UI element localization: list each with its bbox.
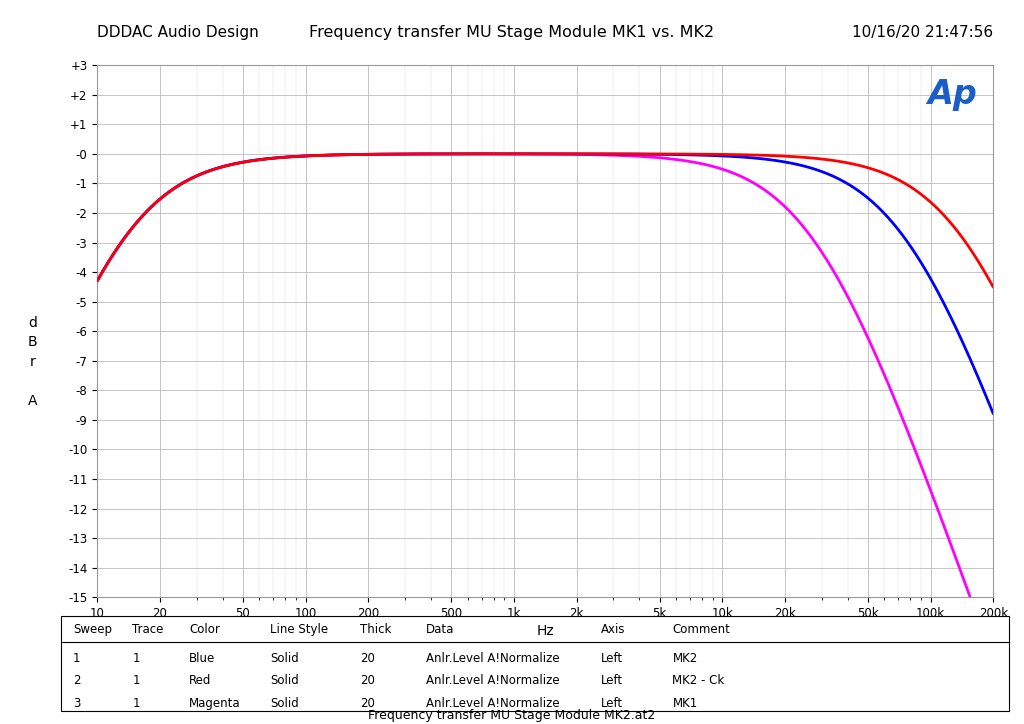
Text: MK2 - Ck: MK2 - Ck — [673, 674, 725, 687]
Text: 1: 1 — [132, 696, 140, 710]
Text: 3: 3 — [73, 696, 80, 710]
Text: Ap: Ap — [928, 78, 977, 111]
Text: Comment: Comment — [673, 623, 730, 636]
X-axis label: Hz: Hz — [537, 624, 554, 638]
Text: Axis: Axis — [601, 623, 626, 636]
Text: d
B
r

A: d B r A — [28, 316, 38, 408]
Text: Anlr.Level A!Normalize: Anlr.Level A!Normalize — [426, 696, 560, 710]
Text: Blue: Blue — [189, 652, 216, 665]
Text: Trace: Trace — [132, 623, 164, 636]
Text: MK1: MK1 — [673, 696, 697, 710]
Text: Red: Red — [189, 674, 212, 687]
Text: Frequency transfer MU Stage Module MK2.at2: Frequency transfer MU Stage Module MK2.a… — [369, 709, 655, 722]
Text: Sweep: Sweep — [73, 623, 112, 636]
Text: 20: 20 — [359, 696, 375, 710]
Text: Left: Left — [601, 696, 624, 710]
Text: Anlr.Level A!Normalize: Anlr.Level A!Normalize — [426, 652, 560, 665]
Text: Magenta: Magenta — [189, 696, 241, 710]
Text: Left: Left — [601, 652, 624, 665]
Text: 2: 2 — [73, 674, 80, 687]
Text: Solid: Solid — [270, 652, 299, 665]
Text: Anlr.Level A!Normalize: Anlr.Level A!Normalize — [426, 674, 560, 687]
Text: 1: 1 — [132, 674, 140, 687]
Text: Solid: Solid — [270, 674, 299, 687]
Text: Data: Data — [426, 623, 455, 636]
Text: Solid: Solid — [270, 696, 299, 710]
Text: 1: 1 — [132, 652, 140, 665]
Text: Thick: Thick — [359, 623, 391, 636]
Text: Color: Color — [189, 623, 220, 636]
Text: 10/16/20 21:47:56: 10/16/20 21:47:56 — [852, 25, 993, 41]
Text: Line Style: Line Style — [270, 623, 328, 636]
Text: 20: 20 — [359, 674, 375, 687]
Text: 20: 20 — [359, 652, 375, 665]
Text: Left: Left — [601, 674, 624, 687]
Text: Frequency transfer MU Stage Module MK1 vs. MK2: Frequency transfer MU Stage Module MK1 v… — [309, 25, 715, 41]
Text: 1: 1 — [73, 652, 80, 665]
Text: DDDAC Audio Design: DDDAC Audio Design — [97, 25, 259, 41]
Text: MK2: MK2 — [673, 652, 697, 665]
